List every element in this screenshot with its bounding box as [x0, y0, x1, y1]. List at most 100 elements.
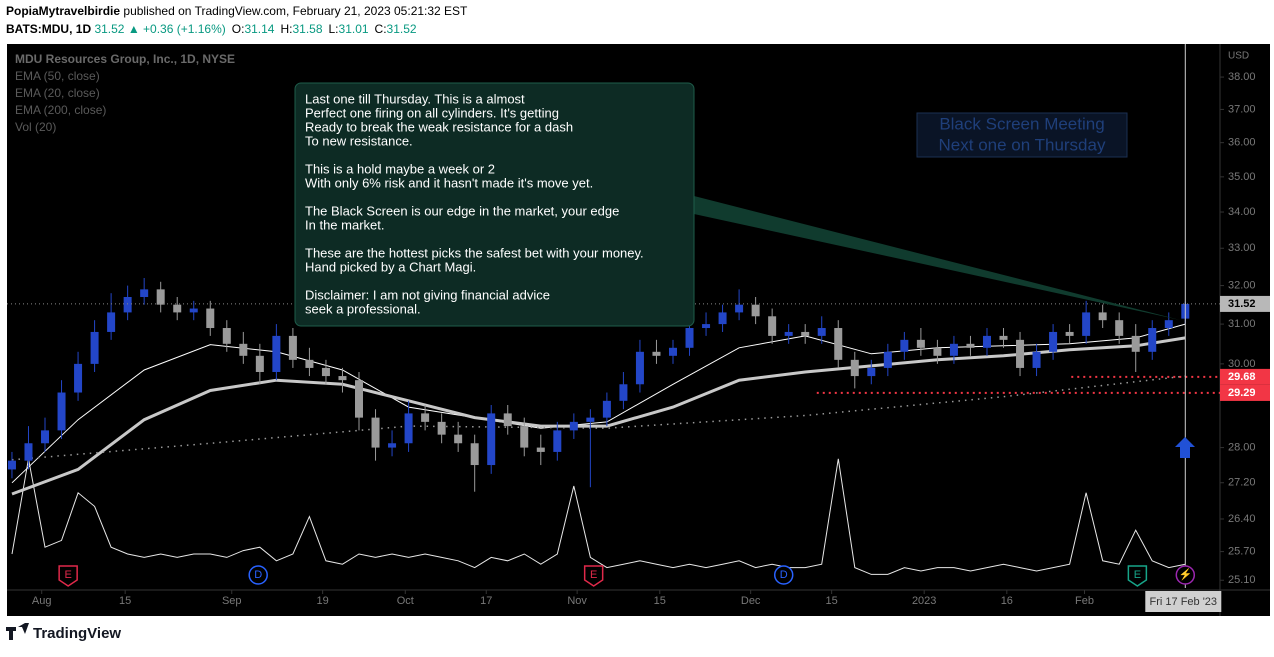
candle-body [24, 443, 33, 461]
candle-body [1115, 320, 1124, 336]
candle-body [982, 335, 991, 348]
candle-body [586, 417, 595, 422]
event-label: E [64, 569, 71, 581]
x-tick-label: 16 [1001, 595, 1013, 607]
callout-pointer [694, 196, 1180, 320]
y-tick-label: 34.00 [1228, 206, 1256, 218]
event-marker [773, 565, 794, 585]
note: Last one till Thursday. This is a almost… [305, 91, 644, 316]
candle-body [239, 343, 248, 356]
candle-body [7, 460, 16, 470]
candle-body [487, 413, 496, 466]
legend-item: EMA (50, close) [15, 69, 100, 83]
candle-body [107, 312, 116, 332]
candle-body [1148, 328, 1157, 352]
last-price-label: 31.52 [1228, 298, 1256, 310]
level-label-bg [1220, 368, 1270, 385]
candle-body [123, 297, 132, 313]
note-line: With only 6% risk and it hasn't made it'… [305, 175, 593, 190]
up-arrow [1175, 437, 1195, 458]
candle-body [718, 312, 727, 325]
candle-body [338, 376, 347, 381]
note-line: In the market. [305, 217, 384, 232]
candle-body [1164, 320, 1173, 329]
candle-body [966, 343, 975, 348]
header-line: PopiaMytravelbirdie published on Trading… [6, 4, 468, 18]
candle-body [702, 324, 711, 329]
level-label: 29.29 [1228, 387, 1256, 399]
currency: USD [1228, 51, 1249, 62]
candle-body [255, 355, 264, 372]
candle-body [553, 430, 562, 452]
candle-body [90, 331, 99, 364]
volume-line [11, 458, 1186, 575]
candle-body [355, 380, 364, 418]
candle-body [421, 413, 430, 422]
candle-body [272, 335, 281, 372]
ohlc-key: O: [232, 22, 245, 36]
y-tick-label: 31.00 [1228, 318, 1256, 330]
note-line: The Black Screen is our edge in the mark… [305, 203, 619, 218]
candle-body [1065, 331, 1074, 336]
y-tick-label: 32.00 [1228, 279, 1256, 291]
note-line: Disclaimer: I am not giving financial ad… [305, 287, 550, 302]
ohlc-line: BATS:MDU, 1D 31.52 ▲ +0.36 (+1.16%) O:31.… [6, 22, 417, 36]
candle-body [503, 413, 512, 427]
event-label: E [590, 569, 597, 581]
candle-body [189, 308, 198, 313]
note-line: To new resistance. [305, 133, 413, 148]
y-tick-label: 30.00 [1228, 358, 1256, 370]
event-marker [1127, 565, 1148, 587]
last-price-bg [1220, 295, 1270, 312]
level-label: 29.68 [1228, 371, 1256, 383]
candle-body [933, 347, 942, 356]
candle-body [470, 443, 479, 466]
note-box [294, 82, 695, 327]
last: 31.52 [94, 22, 124, 36]
x-tick-label: 15 [119, 595, 131, 607]
candle-body [140, 289, 149, 298]
note-line: Perfect one firing on all cylinders. It'… [305, 105, 559, 120]
candle-body [1098, 312, 1107, 321]
legend-item: Vol (20) [15, 120, 56, 134]
event-marker [583, 565, 604, 587]
chart-title: MDU Resources Group, Inc., 1D, NYSE [15, 52, 235, 66]
y-tick-label: 27.20 [1228, 477, 1256, 489]
candle-body [801, 331, 810, 336]
event-label: E [1134, 569, 1141, 581]
x-tick-label: Oct [397, 595, 414, 607]
candle-body [173, 304, 182, 313]
y-tick-label: 37.00 [1228, 103, 1256, 115]
candle-body [817, 328, 826, 336]
legend-item: EMA (20, close) [15, 86, 100, 100]
candle-body [784, 331, 793, 336]
candle-body [668, 347, 677, 356]
x-tick-label: Nov [567, 595, 587, 607]
candle-body [305, 359, 314, 368]
candle-body [751, 304, 760, 317]
published: published on TradingView.com, February 2… [123, 4, 468, 18]
candle-body [619, 384, 628, 401]
ohlc-value: 31.14 [244, 22, 274, 36]
event-label: D [780, 569, 788, 581]
logo [6, 623, 29, 640]
candle-body [520, 426, 529, 448]
y-tick-label: 33.00 [1228, 242, 1256, 254]
x-tick-label: 15 [826, 595, 838, 607]
candle-body [288, 335, 297, 360]
candle-body [57, 392, 66, 431]
candle-body [949, 343, 958, 356]
y-tick-label: 25.10 [1228, 574, 1256, 586]
candle-body [850, 359, 859, 377]
x-tick-label: 19 [317, 595, 329, 607]
x-tick-label: 2023 [912, 595, 936, 607]
cursor-label-bg [1145, 591, 1222, 612]
candle-body [1131, 335, 1140, 352]
candle-body [222, 328, 231, 344]
note-line: Hand picked by a Chart Magi. [305, 259, 476, 274]
candle-body [883, 351, 892, 368]
x-tick-label: Dec [741, 595, 761, 607]
ohlc-key: H: [280, 22, 292, 36]
ohlc: O:31.14 H:31.58 L:31.01 C:31.52 [232, 22, 417, 36]
